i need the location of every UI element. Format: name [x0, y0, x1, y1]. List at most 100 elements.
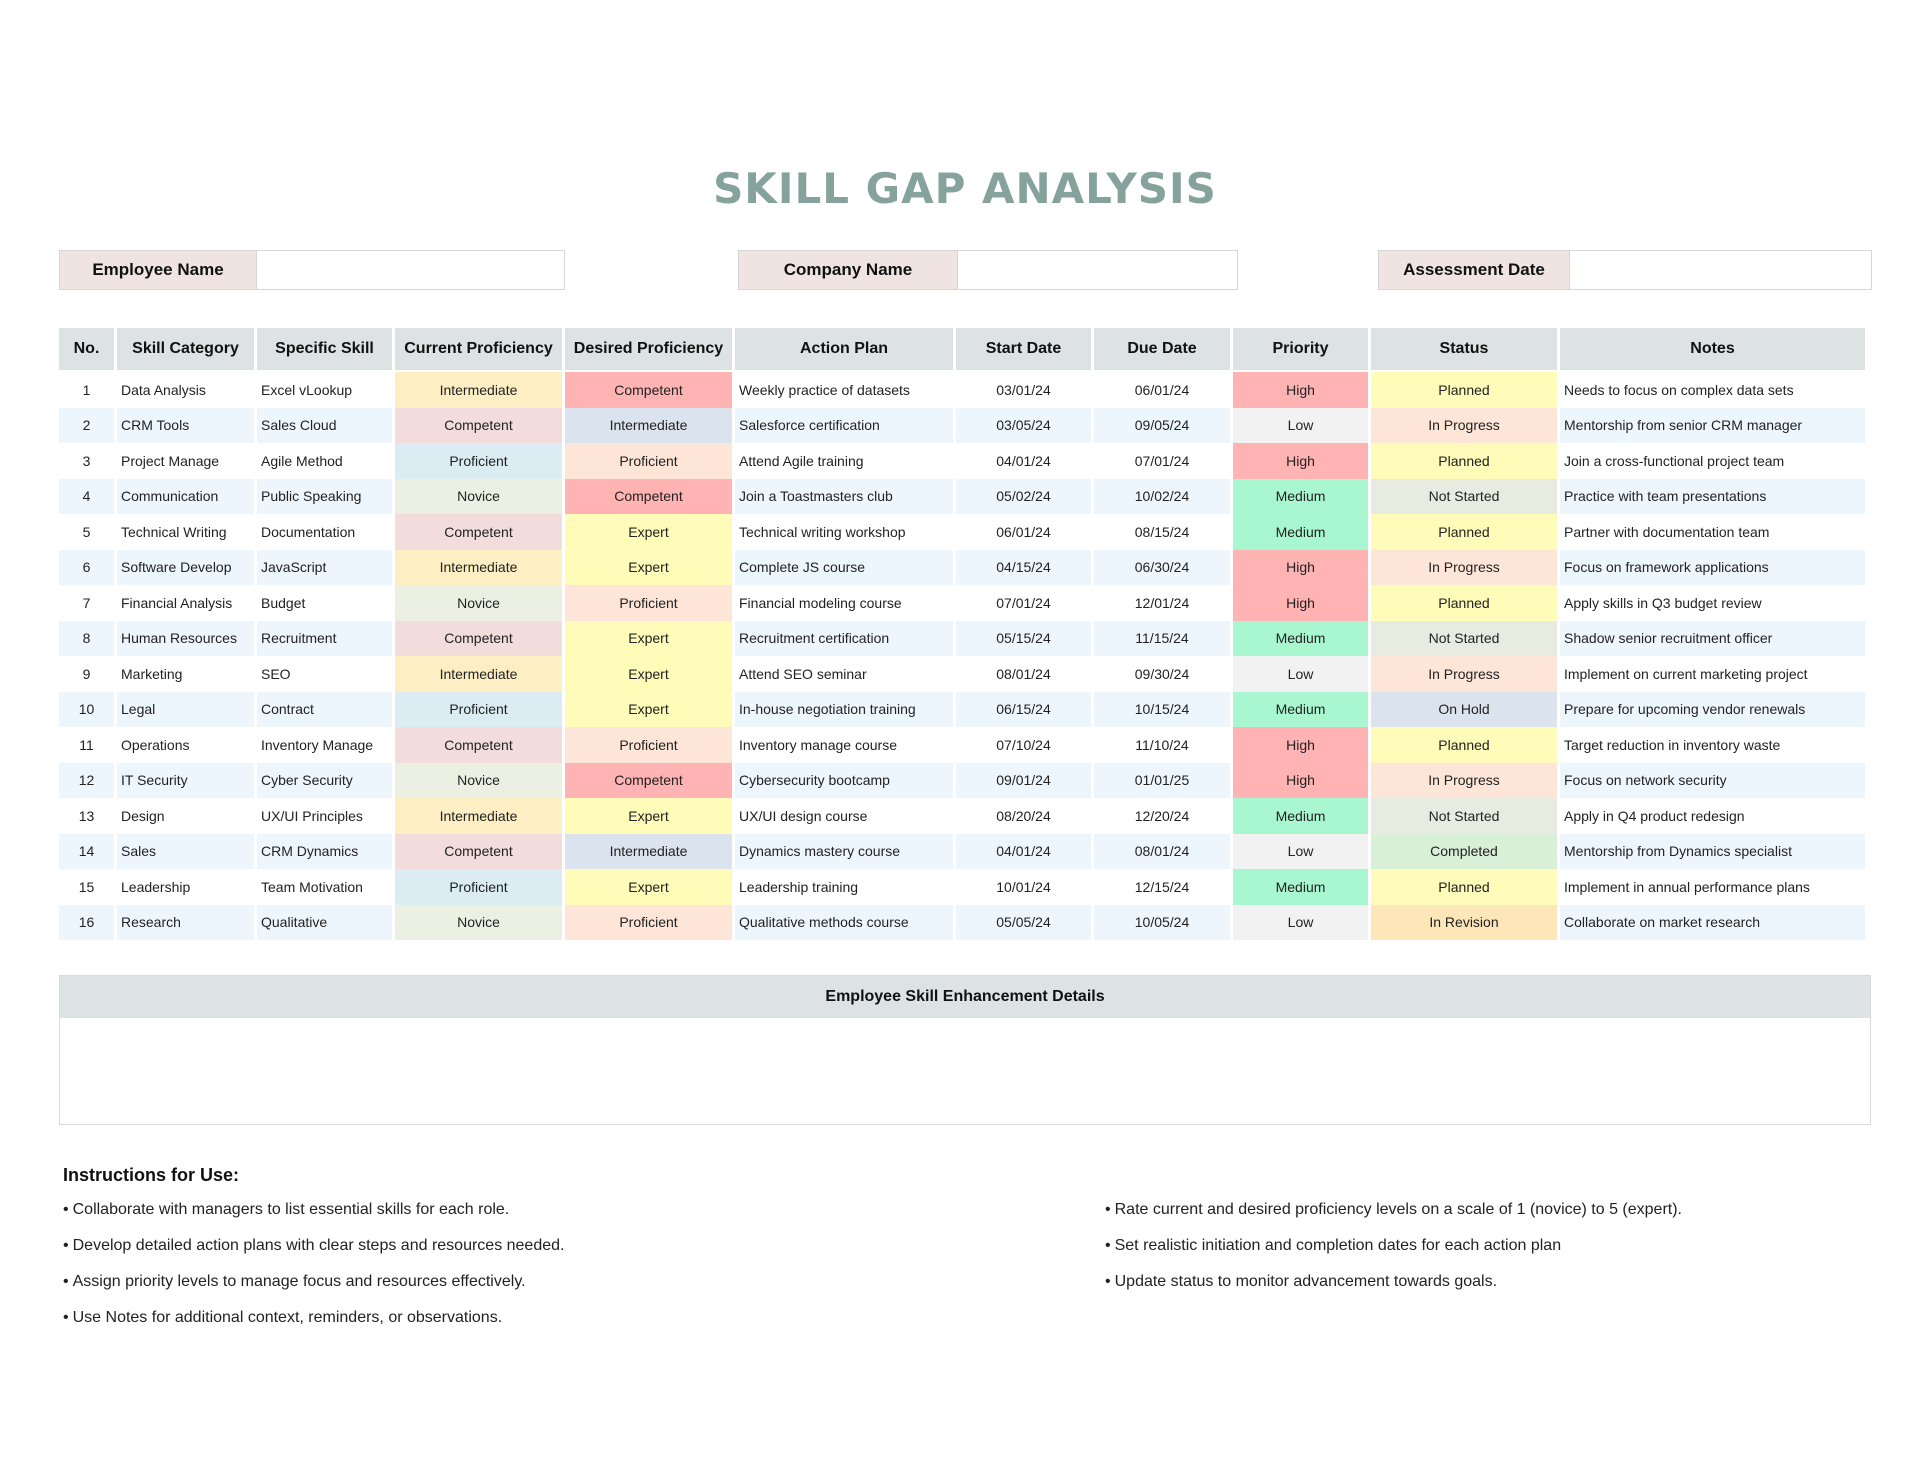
cell-no[interactable]: 7 — [59, 585, 114, 621]
cell-current-proficiency[interactable]: Proficient — [395, 691, 562, 727]
cell-due-date[interactable]: 10/02/24 — [1094, 478, 1230, 514]
cell-no[interactable]: 5 — [59, 514, 114, 550]
cell-skill-category[interactable]: Design — [117, 798, 254, 834]
cell-desired-proficiency[interactable]: Expert — [565, 514, 732, 550]
cell-specific-skill[interactable]: Excel vLookup — [257, 372, 392, 408]
cell-desired-proficiency[interactable]: Proficient — [565, 443, 732, 479]
cell-skill-category[interactable]: Research — [117, 904, 254, 940]
cell-skill-category[interactable]: Sales — [117, 833, 254, 869]
cell-action-plan[interactable]: Cybersecurity bootcamp — [735, 762, 953, 798]
employee-name-input[interactable] — [257, 251, 564, 289]
cell-no[interactable]: 13 — [59, 798, 114, 834]
cell-priority[interactable]: Medium — [1233, 869, 1368, 905]
cell-action-plan[interactable]: Leadership training — [735, 869, 953, 905]
cell-action-plan[interactable]: Recruitment certification — [735, 620, 953, 656]
cell-desired-proficiency[interactable]: Competent — [565, 762, 732, 798]
cell-status[interactable]: Completed — [1371, 833, 1557, 869]
cell-priority[interactable]: High — [1233, 585, 1368, 621]
cell-specific-skill[interactable]: Cyber Security — [257, 762, 392, 798]
cell-status[interactable]: Not Started — [1371, 620, 1557, 656]
cell-start-date[interactable]: 07/10/24 — [956, 727, 1091, 763]
cell-due-date[interactable]: 08/01/24 — [1094, 833, 1230, 869]
cell-due-date[interactable]: 11/10/24 — [1094, 727, 1230, 763]
cell-current-proficiency[interactable]: Competent — [395, 620, 562, 656]
cell-no[interactable]: 15 — [59, 869, 114, 905]
cell-notes[interactable]: Shadow senior recruitment officer — [1560, 620, 1865, 656]
cell-specific-skill[interactable]: Sales Cloud — [257, 407, 392, 443]
cell-no[interactable]: 14 — [59, 833, 114, 869]
cell-status[interactable]: On Hold — [1371, 691, 1557, 727]
cell-status[interactable]: Planned — [1371, 514, 1557, 550]
cell-due-date[interactable]: 12/01/24 — [1094, 585, 1230, 621]
cell-desired-proficiency[interactable]: Expert — [565, 549, 732, 585]
cell-priority[interactable]: Low — [1233, 407, 1368, 443]
cell-desired-proficiency[interactable]: Proficient — [565, 727, 732, 763]
cell-skill-category[interactable]: Data Analysis — [117, 372, 254, 408]
cell-current-proficiency[interactable]: Competent — [395, 407, 562, 443]
cell-skill-category[interactable]: IT Security — [117, 762, 254, 798]
cell-desired-proficiency[interactable]: Expert — [565, 869, 732, 905]
cell-start-date[interactable]: 08/20/24 — [956, 798, 1091, 834]
cell-skill-category[interactable]: Technical Writing — [117, 514, 254, 550]
cell-priority[interactable]: Low — [1233, 656, 1368, 692]
cell-priority[interactable]: High — [1233, 727, 1368, 763]
cell-skill-category[interactable]: Legal — [117, 691, 254, 727]
cell-desired-proficiency[interactable]: Intermediate — [565, 407, 732, 443]
cell-specific-skill[interactable]: JavaScript — [257, 549, 392, 585]
cell-start-date[interactable]: 05/02/24 — [956, 478, 1091, 514]
cell-status[interactable]: In Progress — [1371, 656, 1557, 692]
cell-action-plan[interactable]: Join a Toastmasters club — [735, 478, 953, 514]
cell-status[interactable]: Planned — [1371, 443, 1557, 479]
cell-action-plan[interactable]: Attend SEO seminar — [735, 656, 953, 692]
cell-start-date[interactable]: 04/01/24 — [956, 443, 1091, 479]
cell-due-date[interactable]: 06/30/24 — [1094, 549, 1230, 585]
cell-skill-category[interactable]: Project Manage — [117, 443, 254, 479]
cell-current-proficiency[interactable]: Novice — [395, 478, 562, 514]
cell-skill-category[interactable]: Communication — [117, 478, 254, 514]
cell-desired-proficiency[interactable]: Intermediate — [565, 833, 732, 869]
cell-notes[interactable]: Target reduction in inventory waste — [1560, 727, 1865, 763]
cell-specific-skill[interactable]: Public Speaking — [257, 478, 392, 514]
cell-notes[interactable]: Join a cross-functional project team — [1560, 443, 1865, 479]
cell-no[interactable]: 8 — [59, 620, 114, 656]
cell-current-proficiency[interactable]: Intermediate — [395, 656, 562, 692]
cell-status[interactable]: Planned — [1371, 727, 1557, 763]
cell-priority[interactable]: High — [1233, 372, 1368, 408]
cell-priority[interactable]: Medium — [1233, 514, 1368, 550]
cell-due-date[interactable]: 09/30/24 — [1094, 656, 1230, 692]
cell-notes[interactable]: Focus on framework applications — [1560, 549, 1865, 585]
cell-no[interactable]: 9 — [59, 656, 114, 692]
cell-action-plan[interactable]: Attend Agile training — [735, 443, 953, 479]
cell-notes[interactable]: Apply skills in Q3 budget review — [1560, 585, 1865, 621]
cell-action-plan[interactable]: Salesforce certification — [735, 407, 953, 443]
cell-action-plan[interactable]: Dynamics mastery course — [735, 833, 953, 869]
cell-start-date[interactable]: 08/01/24 — [956, 656, 1091, 692]
cell-start-date[interactable]: 05/05/24 — [956, 904, 1091, 940]
cell-notes[interactable]: Prepare for upcoming vendor renewals — [1560, 691, 1865, 727]
cell-priority[interactable]: Low — [1233, 904, 1368, 940]
cell-specific-skill[interactable]: Documentation — [257, 514, 392, 550]
cell-notes[interactable]: Collaborate on market research — [1560, 904, 1865, 940]
cell-start-date[interactable]: 07/01/24 — [956, 585, 1091, 621]
cell-no[interactable]: 2 — [59, 407, 114, 443]
cell-notes[interactable]: Mentorship from Dynamics specialist — [1560, 833, 1865, 869]
cell-desired-proficiency[interactable]: Proficient — [565, 585, 732, 621]
cell-specific-skill[interactable]: Budget — [257, 585, 392, 621]
cell-no[interactable]: 6 — [59, 549, 114, 585]
cell-status[interactable]: Planned — [1371, 869, 1557, 905]
cell-specific-skill[interactable]: SEO — [257, 656, 392, 692]
cell-notes[interactable]: Mentorship from senior CRM manager — [1560, 407, 1865, 443]
cell-due-date[interactable]: 12/20/24 — [1094, 798, 1230, 834]
cell-due-date[interactable]: 10/15/24 — [1094, 691, 1230, 727]
cell-current-proficiency[interactable]: Competent — [395, 727, 562, 763]
cell-current-proficiency[interactable]: Competent — [395, 833, 562, 869]
cell-no[interactable]: 10 — [59, 691, 114, 727]
cell-action-plan[interactable]: UX/UI design course — [735, 798, 953, 834]
cell-specific-skill[interactable]: Agile Method — [257, 443, 392, 479]
cell-priority[interactable]: Low — [1233, 833, 1368, 869]
cell-start-date[interactable]: 05/15/24 — [956, 620, 1091, 656]
cell-current-proficiency[interactable]: Novice — [395, 585, 562, 621]
cell-action-plan[interactable]: Qualitative methods course — [735, 904, 953, 940]
cell-skill-category[interactable]: Human Resources — [117, 620, 254, 656]
cell-start-date[interactable]: 09/01/24 — [956, 762, 1091, 798]
